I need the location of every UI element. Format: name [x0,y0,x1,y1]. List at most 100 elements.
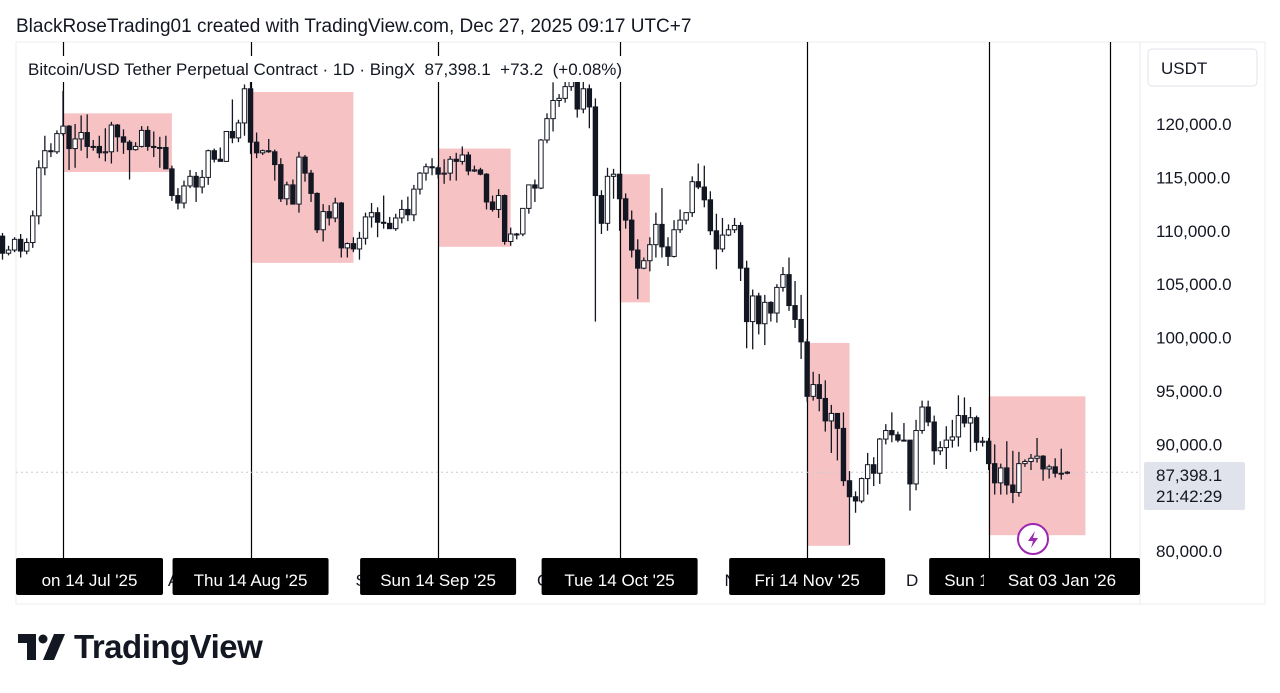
candle [24,238,30,255]
candle [11,237,18,253]
candle-body [949,436,956,441]
candle [520,207,526,237]
candle [677,209,683,233]
candle [96,135,102,159]
candle-body [90,145,96,148]
candle-body [453,158,459,162]
candle-body [290,184,296,205]
candle-body [967,417,974,424]
candle-body [138,129,145,147]
candle [798,294,804,359]
candle-body [931,421,937,452]
currency-button[interactable]: USDT [1147,48,1258,87]
countdown-timer: 21:42:29 [1156,487,1222,506]
price-tick-label: 80,000.0 [1156,542,1222,561]
candle [985,437,992,471]
candle-body [538,139,544,189]
candle-body [78,132,84,140]
candle-body [495,195,502,210]
candle [895,431,901,443]
time-marker-label: Sat 03 Jan '26 [984,558,1140,595]
candle-body [641,260,647,269]
candle [931,415,937,465]
candle [937,441,943,456]
candle [701,165,707,208]
candle [411,184,417,222]
candle [508,227,514,246]
candle [919,400,925,434]
candle [828,404,835,453]
candle-body [622,198,629,221]
time-marker-label-bg [984,558,1140,595]
candle [1004,441,1010,495]
candle-body [659,223,665,248]
candle [72,124,78,168]
candle [871,457,877,487]
candle [816,373,822,412]
time-marker-label-bg [172,558,329,595]
candle [822,380,828,432]
candle-body [338,202,345,249]
candle-body [483,173,490,203]
candle-body [586,88,593,108]
candle [78,115,84,151]
candle-body [459,154,466,162]
candle-body [380,221,387,224]
candle [441,159,447,184]
candle-body [810,384,816,397]
candle-body [399,208,405,219]
candle-body [834,412,841,429]
candle-body [1022,460,1028,465]
candle-body [447,158,453,174]
candle [604,167,611,231]
candle-body [102,151,109,154]
candle-body [24,242,30,252]
candle [157,136,163,168]
candle [979,436,986,447]
candle [429,158,435,176]
candle-body [864,464,871,480]
candle [259,149,266,155]
candle-body [768,301,774,314]
candle-body [786,274,792,307]
candle [526,184,532,214]
lightning-icon[interactable] [1017,523,1049,555]
candle [199,169,205,194]
candle-body [320,211,326,231]
tradingview-logo-text: TradingView [74,628,263,665]
candle [949,419,956,448]
candle [489,195,496,212]
candle [768,301,774,322]
candle-body [1040,455,1046,470]
candle [689,176,695,217]
candle [387,216,393,230]
candle-body [181,185,187,204]
candle [610,168,617,199]
candle [1034,437,1040,463]
candle [344,242,351,258]
candle-body [205,150,211,178]
candle-body [350,243,357,250]
candle-body [725,229,732,236]
candle [477,167,484,176]
candle [296,151,302,213]
candle [308,169,314,202]
candle-body [374,212,381,223]
candle-body [187,175,193,187]
candle [368,203,375,228]
candle-body [647,244,653,262]
candle-body [683,212,689,221]
candle-body [665,246,671,257]
candle [846,471,853,545]
candle [417,172,423,195]
candle [598,190,605,235]
candle [1016,451,1022,497]
candle [423,163,429,181]
candle [550,82,556,132]
candle [126,140,133,180]
candle-body [302,156,308,174]
candle-body [259,150,266,154]
candle [804,338,810,402]
candle-body [126,141,133,151]
